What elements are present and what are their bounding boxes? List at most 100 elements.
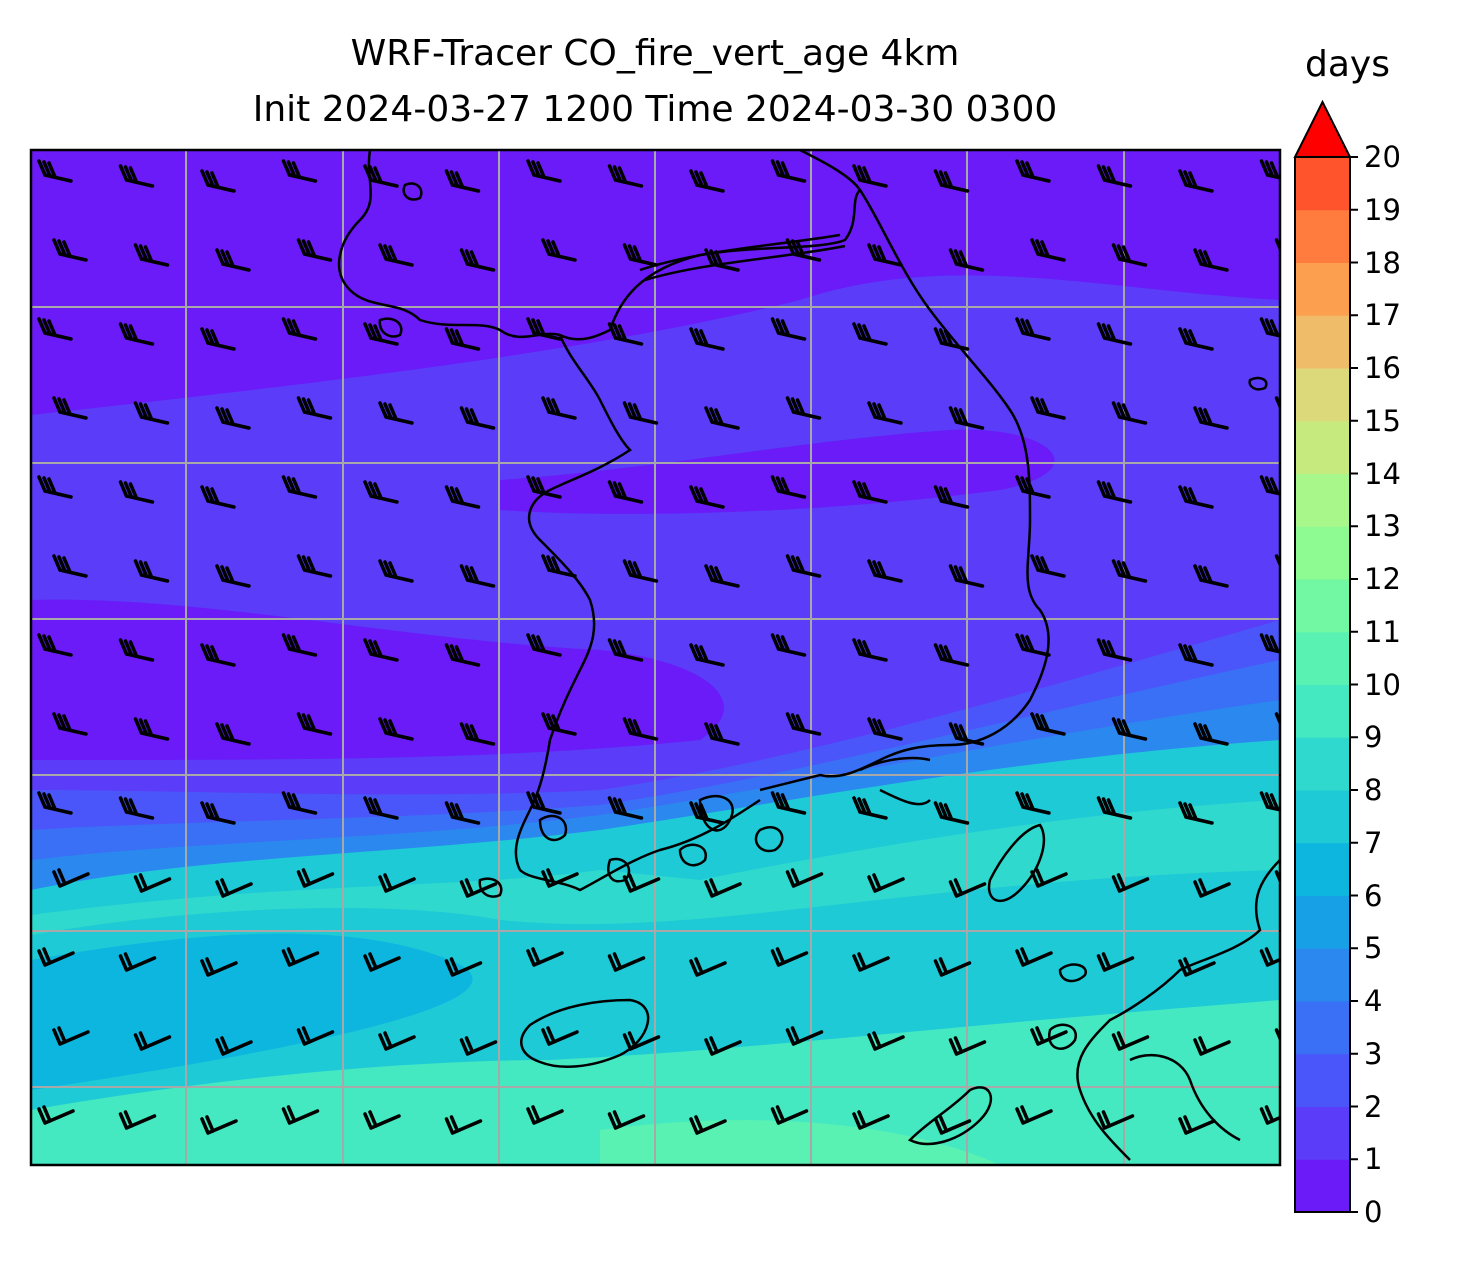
colorbar-tick-label: 20 [1364, 140, 1401, 174]
wind-barb [526, 159, 562, 183]
wind-barb [852, 796, 888, 820]
wind-barb [378, 717, 414, 741]
wind-barb [296, 238, 333, 262]
wind-barb [607, 164, 644, 188]
wind-barb [1096, 322, 1133, 346]
chart-title-line1: WRF-Tracer CO_fire_vert_age 4km [350, 33, 960, 74]
wind-barb [622, 401, 659, 425]
wind-barb [933, 485, 970, 509]
wind-barb [118, 796, 155, 820]
wind-barb [704, 248, 740, 272]
wind-barb [541, 554, 577, 578]
wind-barb [852, 1110, 890, 1130]
wind-barb [1178, 1115, 1216, 1135]
wind-barb [867, 401, 903, 425]
wind-barb [867, 717, 903, 741]
wind-barb [785, 868, 824, 888]
wind-barb [378, 243, 414, 267]
wind-barb [1178, 327, 1214, 351]
wind-barb [444, 327, 481, 351]
wind-barb [607, 322, 644, 346]
wind-barb [1096, 796, 1133, 820]
wind-barb [133, 717, 170, 741]
wind-barb [200, 485, 236, 509]
wind-barb [1096, 1110, 1135, 1130]
wind-barb [867, 243, 903, 267]
wind-barb [689, 169, 725, 193]
wind-barb [852, 638, 888, 662]
colorbar-swatch [1295, 737, 1350, 791]
wind-barb [1015, 1105, 1053, 1125]
colorbar-swatch [1295, 895, 1350, 949]
colorbar-swatch [1295, 579, 1350, 633]
wind-barb [1259, 947, 1280, 967]
gridlines [31, 150, 1280, 1165]
wind-barb [52, 712, 88, 736]
wind-barb [1111, 1031, 1150, 1051]
wind-barb [867, 559, 903, 583]
wind-barb [296, 396, 333, 420]
wind-barb [363, 164, 399, 188]
colorbar-swatches [1293, 99, 1352, 1213]
wind-barb [52, 554, 88, 578]
wind-barb [459, 406, 496, 430]
wind-barb [281, 159, 318, 183]
wind-barb [1030, 712, 1066, 736]
wind-barb [770, 633, 807, 657]
wind-barb [526, 947, 564, 967]
wind-barb [378, 873, 416, 893]
wind-barb [526, 791, 562, 815]
colorbar-swatch [1295, 262, 1350, 316]
wind-barb [948, 722, 985, 746]
wind-barb [852, 164, 888, 188]
wind-barb [867, 873, 905, 893]
colorbar-swatch [1295, 315, 1350, 369]
wind-barb [541, 1026, 579, 1046]
wind-barb [689, 957, 727, 977]
wind-barb [867, 1031, 905, 1051]
colorbar-ticks [1350, 156, 1358, 1213]
colorbar-tick-label: 15 [1364, 403, 1401, 438]
wind-barb [37, 317, 73, 341]
wind-barb [459, 564, 496, 588]
wind-barb [200, 1115, 238, 1135]
wind-barb [118, 480, 155, 504]
wind-barb [948, 248, 985, 272]
wind-barb [200, 801, 236, 825]
plot-frame [29, 148, 1282, 1167]
wind-barb [1178, 957, 1216, 977]
wind-barb [785, 238, 822, 262]
wind-barb [444, 643, 481, 667]
wind-barb [200, 169, 236, 193]
wind-barb [37, 947, 75, 967]
wind-barb [607, 952, 646, 972]
wind-barb [1096, 952, 1135, 972]
wind-barb [281, 633, 318, 657]
wind-barb [622, 243, 659, 267]
wind-barb [770, 791, 807, 815]
wind-barb [1015, 947, 1053, 967]
wind-barb [444, 485, 481, 509]
wind-barb [704, 406, 740, 430]
colorbar-tick-label: 18 [1364, 245, 1401, 280]
wind-barb [459, 1036, 498, 1056]
wind-barb [622, 1031, 661, 1051]
wind-barb [215, 878, 253, 898]
wind-barb [785, 554, 822, 578]
wind-barb [1178, 643, 1214, 667]
wind-barb [459, 248, 496, 272]
wind-barb [689, 643, 725, 667]
wind-barb [281, 947, 320, 967]
wind-barb [459, 878, 498, 898]
wind-barb [1259, 159, 1280, 180]
wind-barb [541, 712, 577, 736]
wind-barb [215, 722, 251, 746]
colorbar-swatch [1295, 790, 1350, 844]
colorbar-tick-label: 7 [1364, 825, 1383, 860]
wind-barb [1193, 1036, 1231, 1056]
colorbar-swatch [1295, 526, 1350, 580]
wind-barb [118, 164, 155, 188]
wind-barb [1096, 164, 1133, 188]
wind-barb [1193, 878, 1231, 898]
colorbar-tick-label: 5 [1364, 931, 1383, 966]
